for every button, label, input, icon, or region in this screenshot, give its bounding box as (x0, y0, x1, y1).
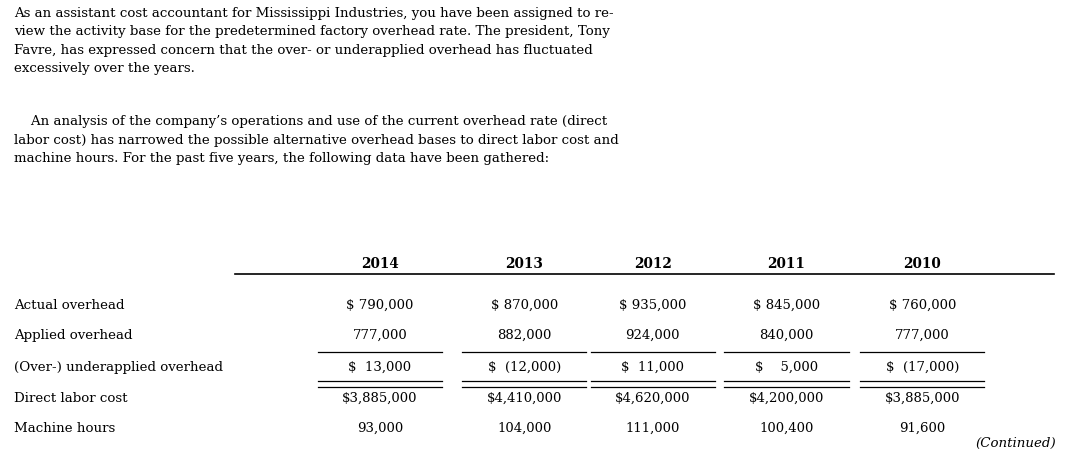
Text: $3,885,000: $3,885,000 (885, 391, 960, 404)
Text: $ 790,000: $ 790,000 (347, 298, 413, 311)
Text: $  11,000: $ 11,000 (622, 360, 684, 373)
Text: $4,620,000: $4,620,000 (615, 391, 690, 404)
Text: $ 935,000: $ 935,000 (620, 298, 686, 311)
Text: 111,000: 111,000 (626, 421, 679, 434)
Text: 924,000: 924,000 (626, 328, 679, 341)
Text: $  (17,000): $ (17,000) (886, 360, 959, 373)
Text: 2013: 2013 (505, 257, 544, 271)
Text: 2010: 2010 (903, 257, 942, 271)
Text: 2011: 2011 (767, 257, 806, 271)
Text: $    5,000: $ 5,000 (755, 360, 817, 373)
Text: Machine hours: Machine hours (14, 421, 116, 434)
Text: 100,400: 100,400 (760, 421, 813, 434)
Text: Direct labor cost: Direct labor cost (14, 391, 127, 404)
Text: (Continued): (Continued) (976, 436, 1056, 449)
Text: $4,200,000: $4,200,000 (749, 391, 824, 404)
Text: $4,410,000: $4,410,000 (487, 391, 562, 404)
Text: 93,000: 93,000 (356, 421, 403, 434)
Text: 104,000: 104,000 (498, 421, 551, 434)
Text: $  (12,000): $ (12,000) (488, 360, 561, 373)
Text: 2012: 2012 (633, 257, 672, 271)
Text: 882,000: 882,000 (498, 328, 551, 341)
Text: $ 760,000: $ 760,000 (889, 298, 956, 311)
Text: 2014: 2014 (361, 257, 399, 271)
Text: An analysis of the company’s operations and use of the current overhead rate (di: An analysis of the company’s operations … (14, 115, 618, 165)
Text: Applied overhead: Applied overhead (14, 328, 133, 341)
Text: (Over-) underapplied overhead: (Over-) underapplied overhead (14, 360, 223, 373)
Text: $  13,000: $ 13,000 (349, 360, 411, 373)
Text: $3,885,000: $3,885,000 (342, 391, 417, 404)
Text: 91,600: 91,600 (899, 421, 946, 434)
Text: $ 845,000: $ 845,000 (753, 298, 820, 311)
Text: 840,000: 840,000 (760, 328, 813, 341)
Text: Actual overhead: Actual overhead (14, 298, 124, 311)
Text: As an assistant cost accountant for Mississippi Industries, you have been assign: As an assistant cost accountant for Miss… (14, 7, 613, 75)
Text: 777,000: 777,000 (352, 328, 408, 341)
Text: $ 870,000: $ 870,000 (491, 298, 557, 311)
Text: 777,000: 777,000 (895, 328, 950, 341)
